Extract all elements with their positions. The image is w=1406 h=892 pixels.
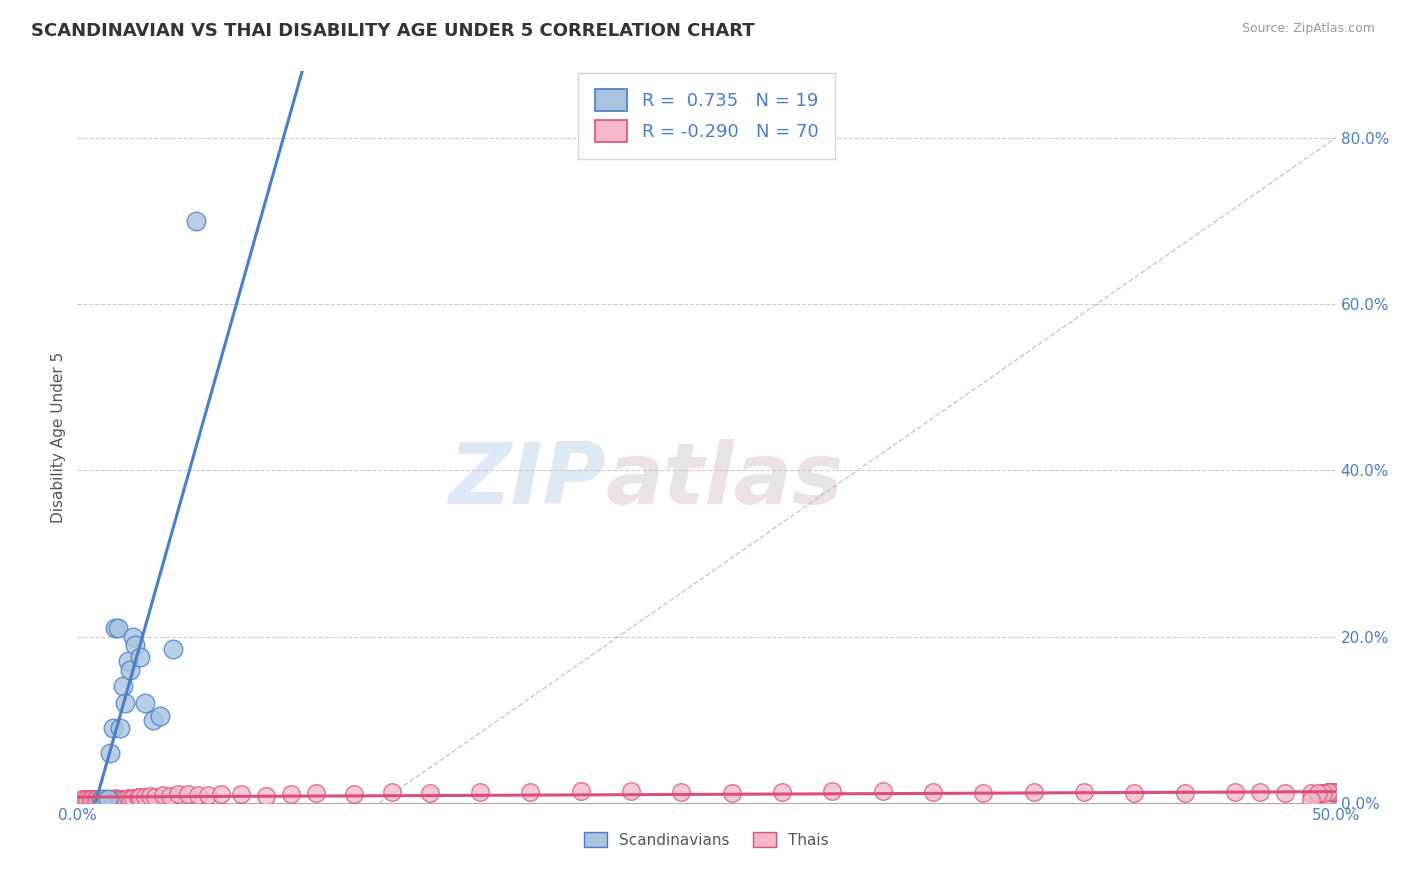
Y-axis label: Disability Age Under 5: Disability Age Under 5 xyxy=(51,351,66,523)
Text: atlas: atlas xyxy=(606,440,844,523)
Point xyxy=(209,788,232,802)
Point xyxy=(84,791,107,805)
Point xyxy=(468,785,491,799)
Point xyxy=(1322,785,1344,799)
Point xyxy=(98,746,121,760)
Point xyxy=(149,708,172,723)
Point xyxy=(121,790,143,805)
Point xyxy=(104,621,127,635)
Point xyxy=(96,791,118,805)
Point xyxy=(139,789,162,804)
Point xyxy=(1299,793,1322,807)
Point xyxy=(1317,785,1340,799)
Point xyxy=(114,696,136,710)
Point xyxy=(108,791,131,805)
Point xyxy=(1022,785,1045,799)
Point xyxy=(111,680,134,694)
Point xyxy=(254,789,277,804)
Point xyxy=(91,792,114,806)
Point xyxy=(107,621,129,635)
Point xyxy=(104,790,127,805)
Point xyxy=(82,791,104,805)
Point xyxy=(720,786,742,800)
Point xyxy=(1306,786,1329,800)
Point xyxy=(821,784,844,798)
Text: Source: ZipAtlas.com: Source: ZipAtlas.com xyxy=(1241,22,1375,36)
Point xyxy=(73,792,96,806)
Point xyxy=(134,696,156,710)
Point xyxy=(89,791,111,805)
Text: ZIP: ZIP xyxy=(449,440,606,523)
Point xyxy=(519,785,541,799)
Point xyxy=(1312,786,1334,800)
Point xyxy=(152,789,174,803)
Point xyxy=(159,789,181,804)
Point xyxy=(120,791,142,805)
Legend: Scandinavians, Thais: Scandinavians, Thais xyxy=(578,825,835,854)
Point xyxy=(280,787,302,801)
Point xyxy=(96,792,118,806)
Point xyxy=(187,789,209,803)
Point xyxy=(620,784,643,798)
Point xyxy=(124,638,146,652)
Point xyxy=(305,786,328,800)
Point xyxy=(143,789,166,804)
Text: SCANDINAVIAN VS THAI DISABILITY AGE UNDER 5 CORRELATION CHART: SCANDINAVIAN VS THAI DISABILITY AGE UNDE… xyxy=(31,22,755,40)
Point xyxy=(197,789,219,803)
Point xyxy=(101,791,124,805)
Point xyxy=(98,792,121,806)
Point xyxy=(184,214,207,228)
Point xyxy=(1123,786,1146,800)
Point xyxy=(1249,785,1271,799)
Point xyxy=(1299,786,1322,800)
Point xyxy=(1073,785,1095,799)
Point xyxy=(1319,785,1341,799)
Point xyxy=(101,721,124,735)
Point xyxy=(419,786,441,800)
Point xyxy=(1324,785,1347,799)
Point xyxy=(117,655,139,669)
Point xyxy=(1312,786,1334,800)
Point xyxy=(142,713,165,727)
Point xyxy=(120,663,142,677)
Point xyxy=(134,789,156,804)
Point xyxy=(1174,786,1197,800)
Point xyxy=(107,791,129,805)
Point xyxy=(1319,785,1341,799)
Point xyxy=(922,785,945,799)
Point xyxy=(1317,785,1340,799)
Point xyxy=(770,785,793,799)
Point xyxy=(91,791,114,805)
Point xyxy=(108,721,131,735)
Point xyxy=(114,791,136,805)
Point xyxy=(1223,785,1246,799)
Point xyxy=(129,650,152,665)
Point xyxy=(121,630,143,644)
Point xyxy=(94,791,117,805)
Point xyxy=(72,791,94,805)
Point xyxy=(177,788,200,802)
Point xyxy=(76,791,98,805)
Point xyxy=(671,785,693,799)
Point xyxy=(569,784,592,798)
Point xyxy=(229,788,252,802)
Point xyxy=(972,786,994,800)
Point xyxy=(129,789,152,804)
Point xyxy=(1322,786,1344,800)
Point xyxy=(1274,786,1296,800)
Point xyxy=(872,784,894,798)
Point xyxy=(167,788,190,802)
Point xyxy=(111,791,134,805)
Point xyxy=(86,792,108,806)
Point xyxy=(127,789,149,804)
Point xyxy=(381,785,404,799)
Point xyxy=(162,642,184,657)
Point xyxy=(117,790,139,805)
Point xyxy=(343,787,366,801)
Point xyxy=(79,792,101,806)
